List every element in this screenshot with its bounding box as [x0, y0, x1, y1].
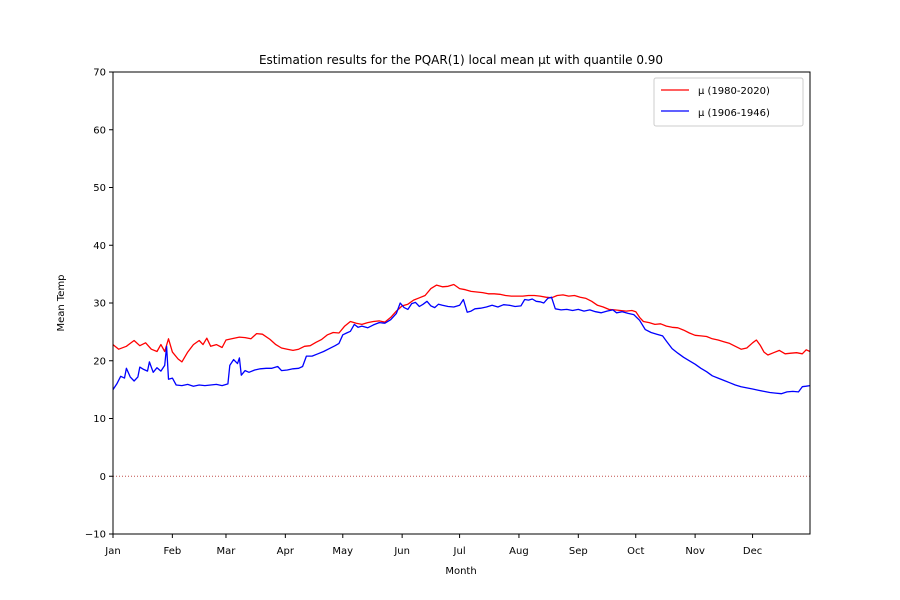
x-tick-label-sep: Sep — [569, 546, 588, 557]
series-line-1906-1946 — [112, 296, 811, 395]
x-tick-label-feb: Feb — [164, 546, 182, 557]
y-axis-label: Mean Temp — [56, 274, 67, 331]
chart-title: Estimation results for the PQAR(1) local… — [259, 53, 663, 67]
x-tick-label-jun: Jun — [393, 546, 410, 557]
plot-frame — [112, 71, 811, 535]
legend-box — [653, 77, 804, 127]
y-tick-label: 30 — [93, 299, 106, 310]
series-line-1980-2020 — [112, 283, 811, 363]
legend-label-1906-1946: μ (1906-1946) — [698, 108, 770, 119]
y-axis: −10 0 10 20 30 40 50 60 70 — [85, 68, 113, 541]
legend: μ (1980-2020) μ (1906-1946) — [653, 77, 804, 127]
y-tick-label: −10 — [85, 530, 106, 541]
x-axis-label: Month — [445, 566, 476, 577]
x-tick-label-dec: Dec — [743, 546, 762, 557]
x-tick-label-apr: Apr — [277, 546, 295, 557]
x-tick-label-may: May — [332, 546, 353, 557]
y-tick-label: 50 — [93, 183, 106, 194]
x-tick-label-jul: Jul — [453, 546, 466, 557]
legend-label-1980-2020: μ (1980-2020) — [698, 86, 770, 97]
y-tick-label: 60 — [93, 125, 106, 136]
y-tick-label: 20 — [93, 356, 106, 367]
x-tick-label-jan: Jan — [104, 546, 120, 557]
x-tick-label-nov: Nov — [685, 546, 705, 557]
y-tick-label: 0 — [100, 472, 106, 483]
plot-area — [112, 283, 811, 477]
y-tick-label: 70 — [93, 68, 106, 79]
x-tick-label-mar: Mar — [217, 546, 237, 557]
y-tick-label: 40 — [93, 241, 106, 252]
x-tick-label-aug: Aug — [509, 546, 529, 557]
y-tick-label: 10 — [93, 414, 106, 425]
x-tick-label-oct: Oct — [627, 546, 644, 557]
x-axis: Jan Feb Mar Apr May Jun Jul Aug Sep Oct Nov Dec — [104, 534, 762, 557]
